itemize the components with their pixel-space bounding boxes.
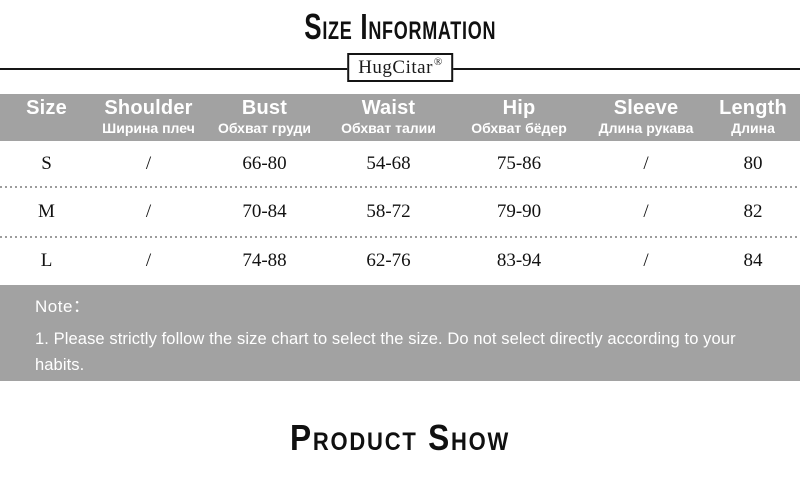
hip-cell: 79-90 — [496, 201, 542, 222]
shoulder-cell: / — [145, 153, 152, 174]
waist-cell: 62-76 — [366, 250, 411, 271]
size-row-l: L / 74-88 62-76 83-94 / 84 — [0, 237, 800, 285]
hip-cell: 75-86 — [496, 153, 542, 174]
dotted-separator — [0, 236, 800, 238]
note-line-1: 1. Please strictly follow the size chart… — [35, 330, 736, 374]
col-header-sleeve: Sleeve Длина рукава — [586, 94, 706, 141]
size-row-s: S / 66-80 54-68 75-86 / 80 — [0, 141, 800, 187]
footer-title-text: Product Show — [289, 417, 511, 458]
sleeve-cell: / — [643, 153, 649, 174]
brand-logo: HugCitar ® — [347, 53, 453, 82]
length-cell: 84 — [743, 250, 763, 271]
col-header-bust: Bust Обхват груди — [204, 94, 325, 141]
waist-cell: 54-68 — [366, 153, 411, 174]
bust-cell: 74-88 — [242, 250, 287, 271]
shoulder-cell: / — [145, 201, 152, 222]
waist-cell: 58-72 — [366, 201, 411, 222]
size-cell: L — [40, 250, 53, 271]
bust-cell: 66-80 — [242, 153, 287, 174]
col-header-hip: Hip Обхват бёдер — [452, 94, 586, 141]
size-chart-table: Size Shoulder Ширина плеч Bust Обхват груд… — [0, 94, 800, 285]
size-chart-header-row: Size Shoulder Ширина плеч Bust Обхват груд… — [0, 94, 800, 141]
col-header-length: Length Длина — [706, 94, 800, 141]
hip-cell: 83-94 — [496, 250, 542, 271]
brand-name: HugCitar — [358, 56, 433, 78]
size-row-m: M / 70-84 58-72 79-90 / 82 — [0, 187, 800, 237]
length-cell: 82 — [743, 201, 763, 222]
col-header-waist: Waist Обхват талии — [325, 94, 452, 141]
size-cell: S — [41, 153, 52, 174]
bust-cell: 70-84 — [242, 201, 287, 222]
col-header-shoulder: Shoulder Ширина плеч — [93, 94, 204, 141]
size-cell: M — [38, 201, 55, 222]
note-line-2: 2. The size may have 1-3cm differs due t… — [35, 382, 517, 400]
dotted-separator — [0, 186, 800, 188]
col-header-size: Size — [0, 94, 93, 141]
footer-title: Product Show — [0, 420, 800, 456]
shoulder-cell: / — [145, 250, 152, 271]
page-title-text: Size Information — [304, 6, 496, 47]
page-title: Size Information — [0, 9, 800, 45]
sleeve-cell: / — [643, 250, 649, 271]
note-block: Note： 1. Please strictly follow the size… — [0, 285, 800, 400]
registered-trademark-icon: ® — [433, 55, 443, 68]
sleeve-cell: / — [643, 201, 649, 222]
note-label: Note： — [35, 297, 91, 316]
length-cell: 80 — [743, 153, 763, 174]
